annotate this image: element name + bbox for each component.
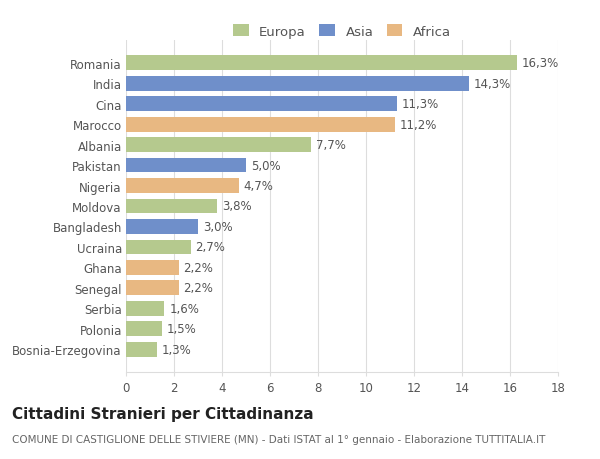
Text: 16,3%: 16,3% <box>522 57 559 70</box>
Bar <box>126 158 246 173</box>
Text: 7,7%: 7,7% <box>316 139 346 152</box>
Text: 4,7%: 4,7% <box>244 179 274 193</box>
Bar <box>126 219 198 234</box>
Text: Cittadini Stranieri per Cittadinanza: Cittadini Stranieri per Cittadinanza <box>12 406 314 421</box>
Text: 2,7%: 2,7% <box>196 241 226 254</box>
Text: 1,6%: 1,6% <box>169 302 199 315</box>
Text: 5,0%: 5,0% <box>251 159 280 172</box>
Text: 2,2%: 2,2% <box>184 282 214 295</box>
Bar <box>126 281 179 296</box>
Bar <box>126 179 239 194</box>
Bar <box>126 77 469 91</box>
Bar <box>126 301 164 316</box>
Legend: Europa, Asia, Africa: Europa, Asia, Africa <box>227 20 457 44</box>
Bar <box>126 97 397 112</box>
Text: 11,3%: 11,3% <box>402 98 439 111</box>
Text: 1,3%: 1,3% <box>162 343 192 356</box>
Bar <box>126 118 395 132</box>
Text: 11,2%: 11,2% <box>400 118 437 131</box>
Bar <box>126 199 217 214</box>
Text: 3,8%: 3,8% <box>222 200 251 213</box>
Text: COMUNE DI CASTIGLIONE DELLE STIVIERE (MN) - Dati ISTAT al 1° gennaio - Elaborazi: COMUNE DI CASTIGLIONE DELLE STIVIERE (MN… <box>12 434 545 444</box>
Bar <box>126 138 311 153</box>
Bar <box>126 56 517 71</box>
Bar <box>126 260 179 275</box>
Text: 3,0%: 3,0% <box>203 220 232 234</box>
Bar <box>126 322 162 336</box>
Bar <box>126 240 191 255</box>
Text: 14,3%: 14,3% <box>474 78 511 90</box>
Bar <box>126 342 157 357</box>
Text: 1,5%: 1,5% <box>167 323 197 336</box>
Text: 2,2%: 2,2% <box>184 261 214 274</box>
